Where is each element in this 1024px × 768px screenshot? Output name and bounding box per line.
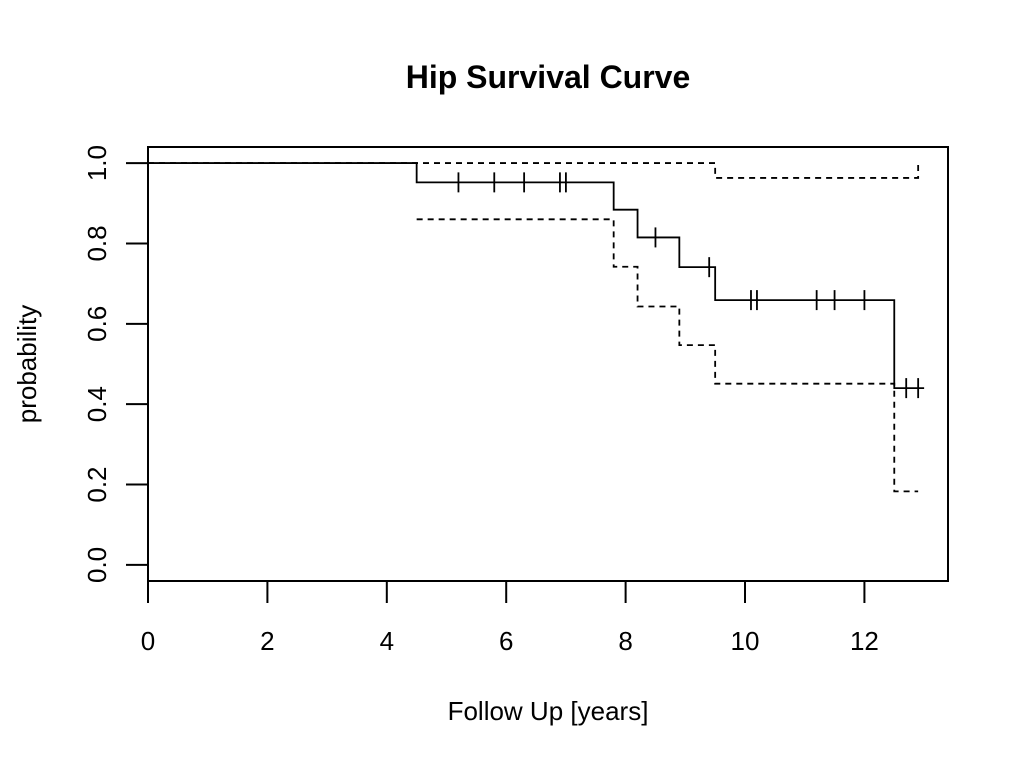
y-tick-label: 0.8 <box>82 225 112 261</box>
x-tick-label: 4 <box>380 626 394 656</box>
y-axis-label: probability <box>12 305 42 424</box>
chart-title: Hip Survival Curve <box>406 59 691 95</box>
x-tick-label: 12 <box>850 626 879 656</box>
x-tick-label: 0 <box>141 626 155 656</box>
x-tick-label: 8 <box>618 626 632 656</box>
lower-ci-line <box>416 218 919 493</box>
y-tick-label: 0.0 <box>82 547 112 583</box>
y-tick-label: 0.2 <box>82 466 112 502</box>
axes: 0 2 4 6 8 10 12 0.0 0.2 0.4 0.6 0.8 1.0 <box>82 145 879 656</box>
x-tick-label: 10 <box>731 626 760 656</box>
y-tick-label: 0.4 <box>82 386 112 422</box>
x-tick-label: 6 <box>499 626 513 656</box>
plot-area <box>148 162 925 493</box>
x-axis-label: Follow Up [years] <box>448 696 649 726</box>
upper-ci-line <box>148 162 920 179</box>
x-tick-label: 2 <box>260 626 274 656</box>
y-tick-label: 1.0 <box>82 145 112 181</box>
y-tick-label: 0.6 <box>82 306 112 342</box>
